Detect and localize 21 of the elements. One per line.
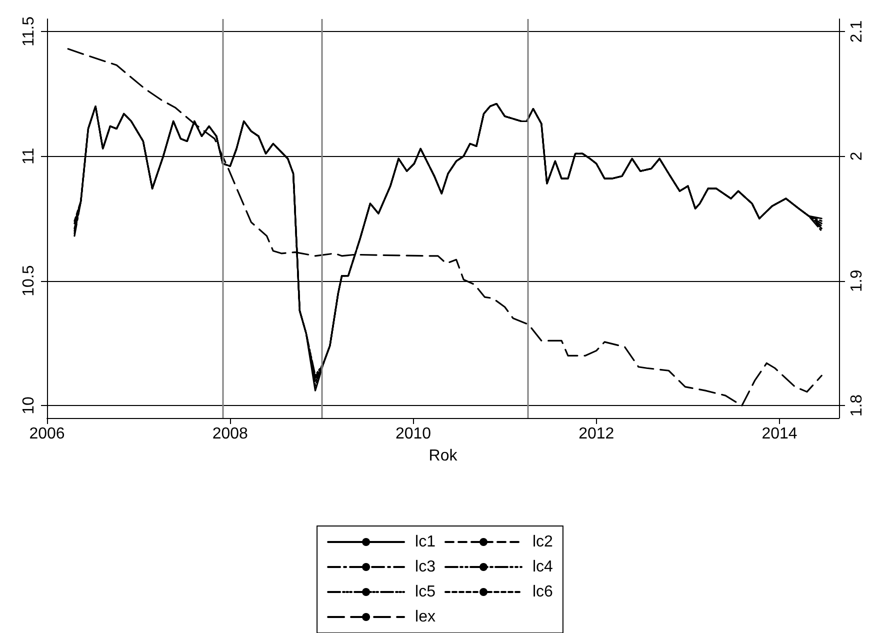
y2-tick-label: 1.8	[848, 394, 866, 417]
x-tick-label: 2014	[762, 426, 798, 442]
legend-label: lc2	[532, 534, 554, 550]
legend-label: lc4	[532, 558, 554, 576]
x-axis-title: Rok	[428, 448, 458, 464]
legend-label: lc1	[415, 534, 436, 550]
legend-label: lc5	[415, 584, 436, 600]
y-tick-label: 11	[20, 148, 38, 164]
x-tick-label: 2010	[395, 426, 432, 442]
legend-label: lc3	[415, 558, 436, 576]
y2-tick-label: 1.9	[848, 270, 866, 292]
x-tick-label: 2012	[578, 426, 614, 442]
y-tick-label: 10	[20, 396, 38, 414]
legend-label: lex	[415, 608, 436, 626]
y-tick-label: 10.5	[20, 265, 38, 296]
x-tick-label: 2006	[29, 426, 65, 442]
y2-tick-label: 2.1	[848, 20, 866, 43]
y2-tick-label: 2	[848, 152, 866, 161]
x-tick-label: 2008	[212, 426, 248, 442]
legend-label: lc6	[532, 584, 554, 600]
y-tick-label: 11.5	[20, 16, 38, 46]
